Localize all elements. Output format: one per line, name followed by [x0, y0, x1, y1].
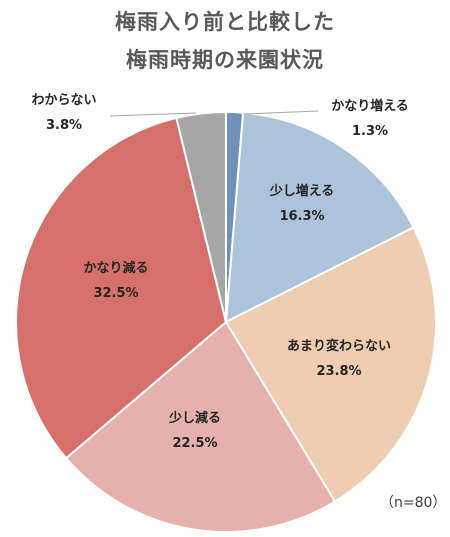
chart-title-line-2: 梅雨時期の来園状況 [126, 48, 324, 72]
chart-title-line-1: 梅雨入り前と比較した [115, 10, 335, 34]
pie-slice-5 [175, 110, 227, 323]
slice-value-label-3: 22.5% [172, 436, 217, 451]
slice-label-3: 少し減る [168, 410, 221, 426]
slice-label-5: わからない [31, 93, 96, 108]
slice-value-label-4: 32.5% [93, 286, 138, 301]
leader-line-0 [243, 110, 319, 115]
slice-value-label-2: 23.8% [316, 364, 361, 379]
slice-label-1: 少し増える [269, 183, 335, 199]
slice-label-2: あまり変わらない [287, 338, 391, 354]
leader-line-5 [109, 112, 197, 117]
pie-slice-3 [64, 320, 337, 533]
slice-value-label-5: 3.8% [46, 118, 82, 133]
slice-value-label-1: 16.3% [279, 209, 324, 224]
slice-label-4: かなり減る [83, 260, 148, 276]
pie-slice-1 [224, 111, 415, 324]
slice-value-label-0: 1.3% [352, 124, 388, 139]
pie-slice-2 [224, 226, 437, 503]
slice-label-0: かなり増える [331, 98, 409, 114]
pie-slice-4 [15, 116, 228, 460]
sample-size-note: （n=80） [380, 495, 447, 511]
